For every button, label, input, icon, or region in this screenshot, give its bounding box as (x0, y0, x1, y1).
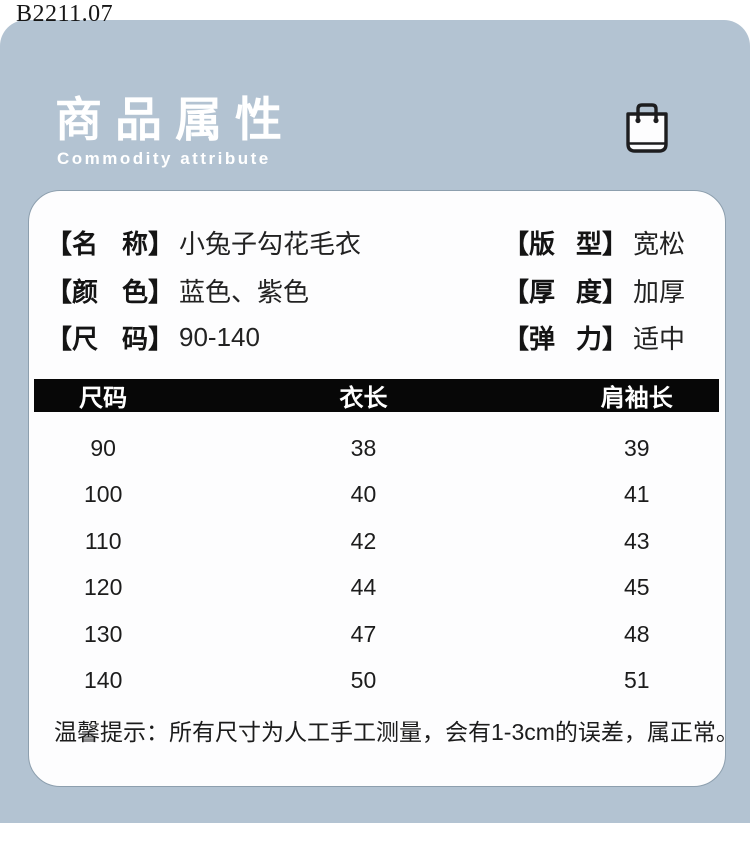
cell-length: 50 (350, 667, 377, 694)
column-header-shoulder-sleeve: 肩袖长 (600, 385, 673, 412)
attributes-card: 【名 称】 小兔子勾花毛衣 【颜 色】 蓝色、紫色 【尺 码】 (28, 190, 739, 787)
attr-value: 加厚 (633, 276, 686, 307)
attr-label-close: 力】 (575, 324, 628, 355)
table-row: 130 47 48 (34, 611, 719, 658)
attr-row-fit: 【版 型】 宽松 (503, 219, 685, 267)
attr-label-open: 【尺 (46, 324, 99, 355)
table-row: 90 38 39 (34, 425, 719, 472)
cell-size: 90 (90, 434, 116, 461)
attr-label: 【弹 力】 (503, 319, 628, 356)
cell-size: 120 (83, 574, 123, 601)
table-row: 100 40 41 (34, 472, 719, 519)
attr-label-open: 【厚 (503, 276, 556, 307)
attr-label-open: 【名 (46, 229, 99, 260)
attr-value: 宽松 (633, 229, 686, 260)
cell-length: 44 (350, 574, 377, 601)
attr-label-close: 色】 (121, 276, 174, 307)
table-row-grid: 140 50 51 (34, 667, 719, 694)
attr-label: 【版 型】 (503, 224, 628, 261)
shopping-bag-icon (626, 103, 668, 153)
table-row-grid: 110 42 43 (34, 528, 719, 555)
cell-shoulder-sleeve: 51 (623, 667, 650, 694)
cell-shoulder-sleeve: 39 (623, 434, 650, 461)
cell-size: 140 (83, 667, 123, 694)
attr-value: 蓝色、紫色 (179, 276, 310, 307)
size-table-header: 尺码 衣长 肩袖长 (34, 379, 719, 412)
blue-panel: 商品属性 Commodity attribute 【名 称】 小兔子勾花毛衣 (0, 20, 750, 823)
attr-label-open: 【颜 (46, 276, 99, 307)
cell-shoulder-sleeve: 48 (623, 620, 650, 647)
table-row-grid: 130 47 48 (34, 621, 719, 648)
table-row-grid: 90 38 39 (34, 435, 719, 462)
attr-row-color: 【颜 色】 蓝色、紫色 (46, 267, 361, 315)
cell-size: 110 (84, 527, 122, 554)
attr-label: 【名 称】 (46, 224, 174, 261)
column-header-length: 衣长 (339, 385, 388, 412)
attr-label-open: 【版 (503, 229, 556, 260)
attr-label: 【颜 色】 (46, 272, 174, 309)
measurement-disclaimer: 温馨提示：所有尺寸为人工手工测量，会有1-3cm的误差，属正常。 (54, 719, 739, 745)
attr-value: 90-140 (179, 322, 260, 353)
cell-shoulder-sleeve: 45 (623, 574, 650, 601)
table-row-grid: 120 44 45 (34, 574, 719, 601)
attribute-column-right: 【版 型】 宽松 【厚 度】 加厚 【弹 力】 (503, 219, 685, 362)
attr-value: 小兔子勾花毛衣 (179, 229, 362, 260)
attr-row-size: 【尺 码】 90-140 (46, 314, 361, 362)
version-code: B2211.07 (16, 1, 114, 27)
page-title: 商品属性 (55, 93, 295, 146)
attr-label-close: 度】 (575, 276, 628, 307)
cell-length: 47 (350, 620, 377, 647)
cell-length: 38 (350, 434, 377, 461)
column-header-size: 尺码 (79, 385, 128, 412)
attr-label-open: 【弹 (503, 324, 556, 355)
table-row: 120 44 45 (34, 565, 719, 612)
attr-row-thickness: 【厚 度】 加厚 (503, 267, 685, 315)
attr-row-elasticity: 【弹 力】 适中 (503, 314, 685, 362)
attr-label-close: 型】 (575, 229, 628, 260)
attr-label: 【厚 度】 (503, 272, 628, 309)
size-table-body: 90 38 39 100 40 41 110 42 (34, 425, 719, 704)
size-table-header-grid: 尺码 衣长 肩袖长 (34, 378, 719, 413)
attribute-column-left: 【名 称】 小兔子勾花毛衣 【颜 色】 蓝色、紫色 【尺 码】 (46, 219, 361, 362)
table-row: 140 50 51 (34, 658, 719, 705)
attr-label: 【尺 码】 (46, 319, 174, 356)
cell-size: 130 (83, 620, 123, 647)
cell-length: 40 (350, 481, 377, 508)
cell-length: 42 (350, 527, 377, 554)
page-subtitle: Commodity attribute (57, 149, 271, 168)
cell-shoulder-sleeve: 43 (623, 527, 650, 554)
attr-label-close: 码】 (121, 324, 174, 355)
attr-value: 适中 (633, 324, 686, 355)
table-row: 110 42 43 (34, 518, 719, 565)
attr-row-name: 【名 称】 小兔子勾花毛衣 (46, 219, 361, 267)
attr-label-close: 称】 (121, 229, 174, 260)
table-row-grid: 100 40 41 (34, 481, 719, 508)
cell-size: 100 (83, 481, 123, 508)
cell-shoulder-sleeve: 41 (623, 481, 650, 508)
